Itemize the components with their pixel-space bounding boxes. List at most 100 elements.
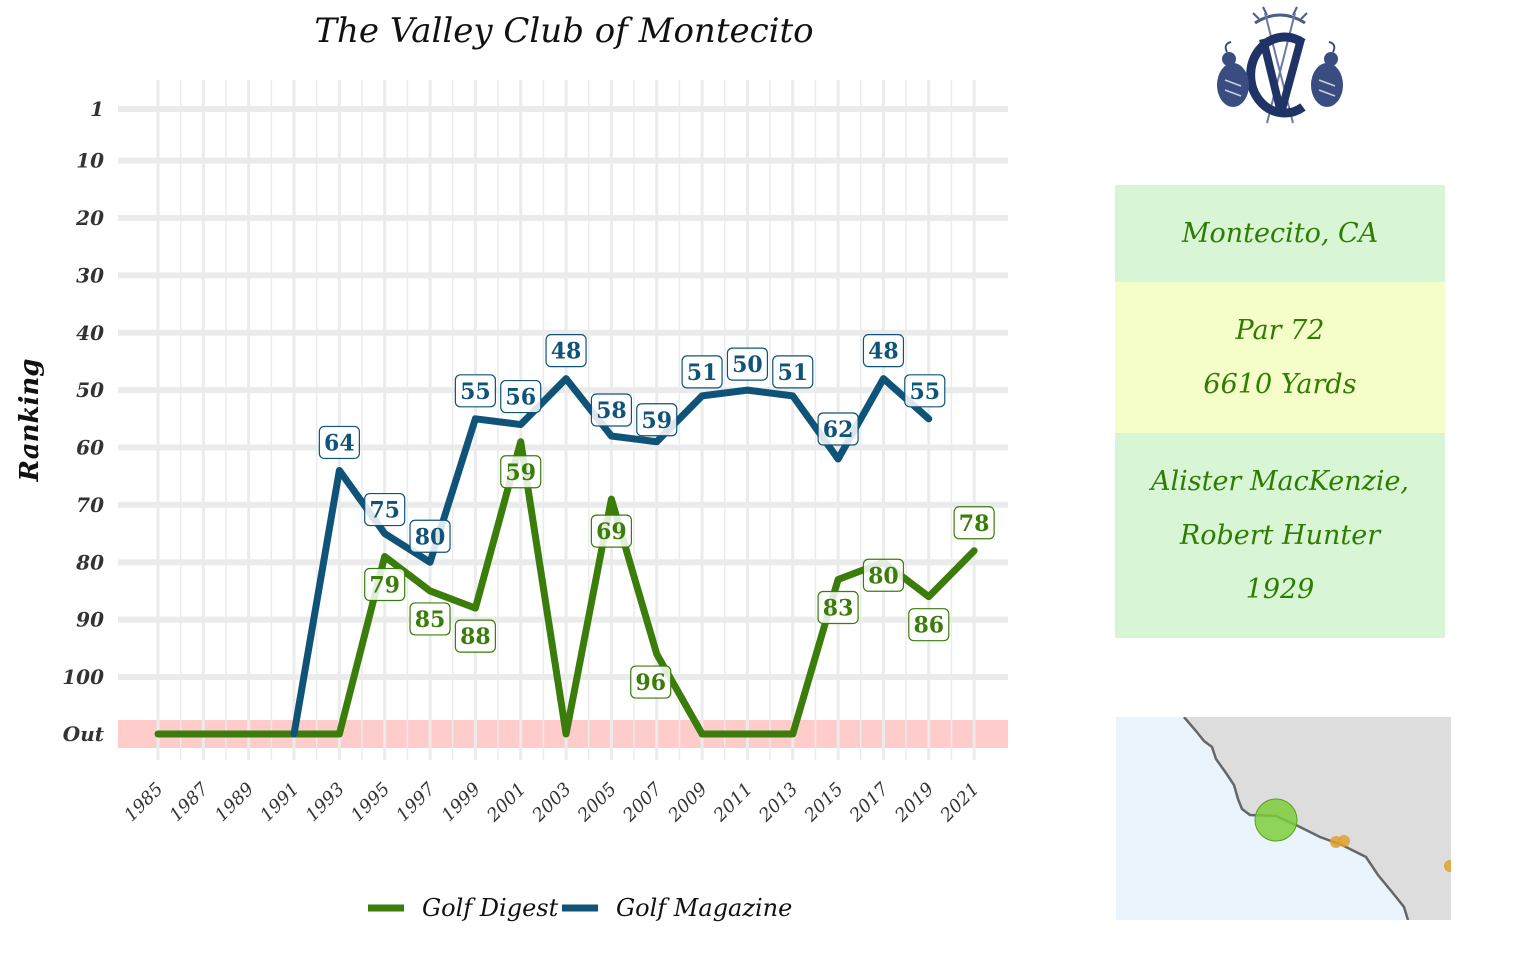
club-monogram-logo	[1205, 5, 1355, 130]
y-tick-label: 70	[76, 493, 104, 517]
data-label-box	[500, 455, 542, 489]
data-label-box	[862, 334, 905, 368]
data-label: 64	[324, 430, 355, 456]
data-label: 50	[732, 352, 763, 378]
x-tick-label: 1999	[438, 779, 485, 826]
data-label: 80	[415, 524, 446, 550]
y-tick-label: 50	[76, 378, 104, 402]
course-info-panel: Montecito, CA Par 72 6610 Yards Alister …	[1115, 185, 1445, 638]
legend-label-0: Golf Digest	[422, 894, 559, 922]
data-label: 51	[777, 360, 808, 386]
data-label: 80	[868, 563, 899, 589]
data-label-box	[636, 403, 678, 437]
x-tick-label: 1987	[166, 778, 214, 826]
yardage-text: 6610 Yards	[1203, 368, 1357, 400]
data-label-box	[409, 519, 451, 553]
data-label: 78	[959, 511, 990, 537]
data-label: 79	[369, 573, 400, 599]
data-label-box	[726, 347, 769, 381]
course-stats-box: Par 72 6610 Yards	[1115, 282, 1445, 433]
y-tick-label: 60	[76, 436, 104, 460]
data-label-box	[364, 492, 406, 527]
data-label: 58	[596, 398, 627, 424]
x-tick-label: 1985	[120, 779, 167, 826]
architect-line-2: Robert Hunter	[1179, 519, 1381, 551]
data-label: 62	[823, 417, 854, 443]
data-label-box	[817, 412, 859, 446]
data-label-box	[630, 665, 672, 699]
x-tick-label: 2001	[482, 779, 530, 827]
architect-box: Alister MacKenzie, Robert Hunter 1929	[1115, 433, 1445, 638]
data-label: 96	[635, 670, 666, 696]
x-tick-label: 2009	[664, 779, 712, 827]
data-label: 48	[551, 339, 582, 365]
x-tick-label: 1993	[302, 779, 349, 826]
y-tick-label: 1	[90, 97, 104, 121]
data-label: 59	[641, 408, 672, 434]
y-tick-label: 30	[76, 263, 104, 287]
data-label-box	[409, 602, 451, 636]
year-built-text: 1929	[1245, 573, 1315, 605]
data-label: 85	[415, 607, 446, 633]
data-label: 59	[505, 460, 536, 486]
data-label-box	[817, 590, 859, 625]
data-label-box	[904, 374, 946, 408]
x-tick-label: 1989	[211, 779, 258, 826]
x-tick-label: 2017	[845, 778, 893, 826]
data-label-box	[590, 514, 633, 548]
data-label: 56	[505, 385, 536, 411]
data-label: 69	[596, 519, 627, 545]
legend-label-1: Golf Magazine	[616, 894, 792, 922]
location-box: Montecito, CA	[1115, 185, 1445, 282]
y-tick-label: 10	[76, 149, 104, 173]
x-tick-label: 2005	[573, 779, 621, 827]
y-tick-label: 40	[76, 321, 104, 345]
data-label-box	[545, 334, 587, 368]
data-label-box	[454, 374, 496, 408]
data-label-box	[590, 393, 633, 427]
data-label-box	[862, 558, 905, 592]
x-tick-label: 2007	[618, 778, 666, 826]
data-label-box	[953, 506, 995, 540]
x-tick-label: 2003	[528, 779, 576, 827]
y-tick-label: 100	[62, 665, 104, 689]
x-tick-label: 1991	[256, 779, 303, 826]
x-tick-label: 1995	[347, 779, 394, 826]
par-text: Par 72	[1235, 314, 1325, 346]
data-label-box	[681, 355, 723, 389]
california-coast-map-icon	[1116, 717, 1451, 920]
chart-title: The Valley Club of Montecito	[314, 11, 813, 51]
x-tick-label: 2019	[890, 779, 938, 827]
x-tick-label: 2021	[936, 779, 984, 827]
x-tick-label: 1997	[392, 778, 440, 826]
data-label: 86	[913, 613, 944, 639]
y-tick-label: Out	[63, 722, 105, 746]
data-label: 48	[868, 339, 899, 365]
data-label-box	[500, 379, 542, 414]
plot-area: 1102030405060708090100Out198519871989199…	[62, 80, 1008, 827]
x-tick-label: 2013	[754, 779, 802, 827]
data-label: 55	[909, 379, 940, 405]
x-tick-label: 2011	[709, 779, 757, 827]
data-label-box	[772, 355, 814, 389]
data-label: 88	[460, 624, 491, 650]
data-label-box	[318, 425, 360, 460]
architect-line-1: Alister MacKenzie,	[1150, 465, 1410, 497]
data-label: 51	[687, 360, 718, 386]
y-tick-label: 20	[75, 206, 104, 230]
data-label: 55	[460, 379, 491, 405]
data-label-box	[908, 608, 950, 642]
location-text: Montecito, CA	[1181, 217, 1379, 249]
x-tick-label: 2015	[800, 779, 848, 827]
monogram-icon	[1217, 6, 1343, 124]
y-tick-label: 80	[75, 550, 104, 574]
legend: Golf Digest Golf Magazine	[368, 894, 792, 922]
data-label: 83	[823, 595, 854, 621]
data-label-box	[364, 567, 406, 602]
location-map	[1116, 717, 1451, 920]
data-label: 75	[369, 498, 400, 524]
data-label-box	[454, 619, 496, 653]
y-tick-label: 90	[76, 608, 104, 632]
y-axis-label: Ranking	[15, 359, 45, 483]
